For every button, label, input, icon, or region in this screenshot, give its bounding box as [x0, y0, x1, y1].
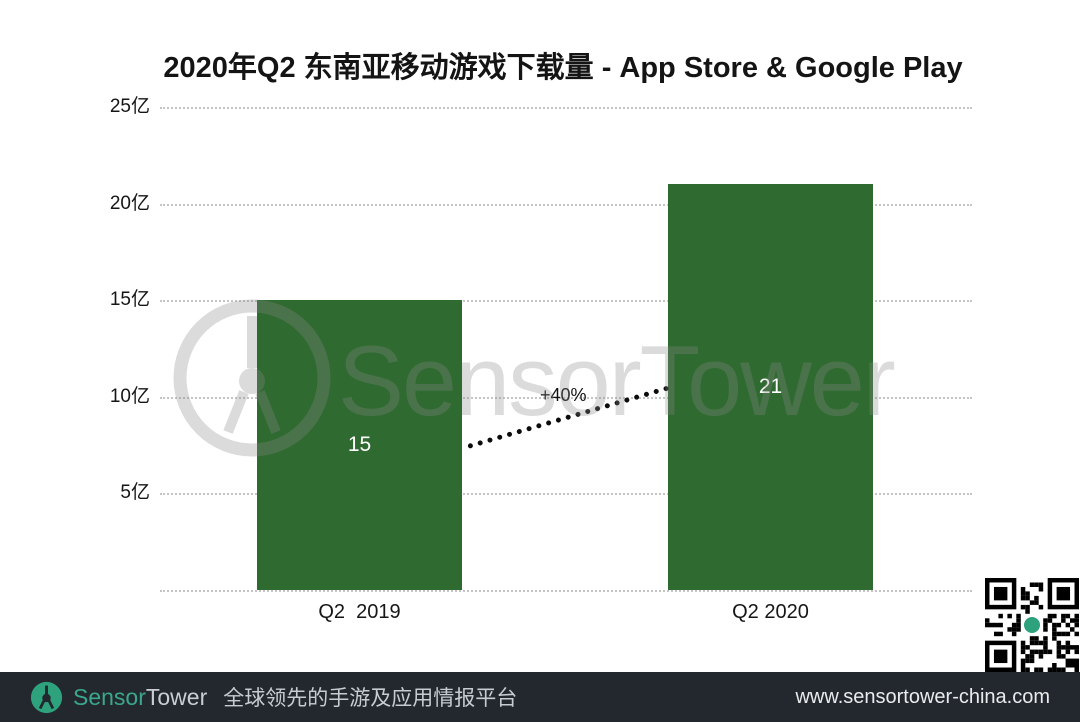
- bar-value-label: 15: [347, 433, 372, 457]
- footer-tagline: 全球领先的手游及应用情报平台: [223, 687, 518, 710]
- y-axis-tick-label: 5亿: [120, 482, 150, 504]
- qr-code-image: [985, 578, 1079, 672]
- gridline-15: [160, 300, 972, 303]
- brand-sensor: Sensor: [73, 683, 146, 710]
- gridline-25: [160, 107, 972, 109]
- footer-bar: SensorTower 全球领先的手游及应用情报平台 www.sensortow…: [0, 672, 1080, 722]
- brand-name: SensorTower: [73, 684, 207, 711]
- growth-annotation: +40%: [540, 385, 587, 405]
- y-axis-tick-label: 10亿: [109, 385, 150, 407]
- sensortower-logo-icon: [30, 681, 63, 713]
- y-axis-tick-label: 20亿: [109, 192, 150, 214]
- bar-q2-2019: 15: [257, 300, 462, 590]
- bar-value-label: 21: [758, 375, 783, 399]
- x-axis-label-q2-2020: Q2 2020: [732, 601, 809, 623]
- footer-url: www.sensortower-china.com: [795, 685, 1050, 708]
- brand-tower: Tower: [145, 683, 208, 710]
- bar-q2-2020: 21: [668, 184, 873, 590]
- gridline-5: [160, 493, 972, 496]
- gridline-10: [160, 396, 972, 399]
- qr-code: [985, 578, 1079, 672]
- gridline-20: [160, 203, 972, 206]
- gridline-0: [160, 590, 972, 592]
- y-axis-tick-label: 15亿: [109, 289, 150, 311]
- x-axis-label-q2-2019: Q2 2019: [318, 601, 401, 623]
- y-axis-tick-label: 25亿: [109, 96, 150, 117]
- chart-title: 2020年Q2 东南亚移动游戏下载量 - App Store & Google …: [163, 52, 963, 84]
